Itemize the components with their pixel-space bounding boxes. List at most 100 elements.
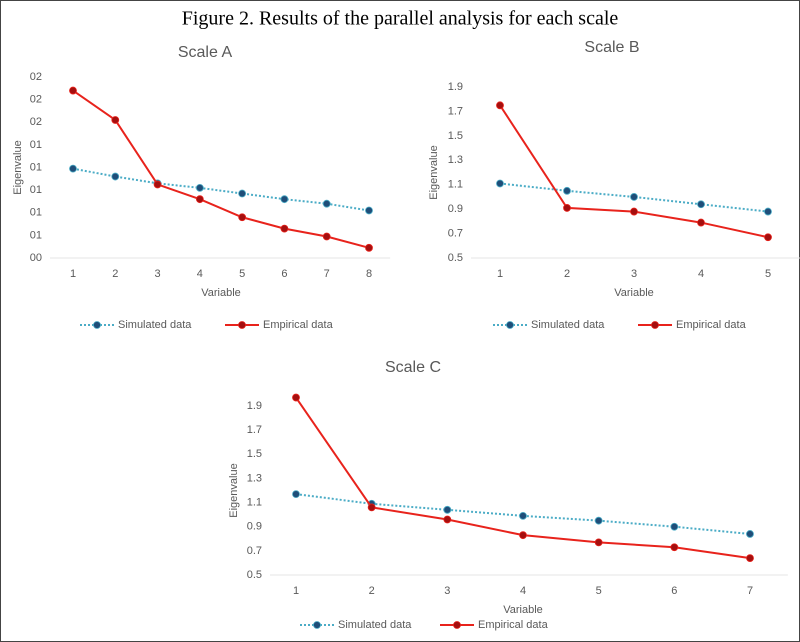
y-tick-label: 01	[30, 161, 42, 173]
data-point	[365, 206, 373, 215]
data-point	[496, 179, 504, 188]
data-point	[496, 101, 504, 110]
data-point	[238, 189, 247, 198]
x-tick-label: 7	[324, 268, 330, 280]
x-tick-label: 3	[631, 268, 637, 280]
legend-marker	[506, 321, 514, 329]
legend-marker	[651, 321, 659, 329]
legend-marker	[453, 621, 461, 629]
series-line	[72, 167, 370, 212]
data-point	[322, 199, 331, 208]
x-tick-label: 5	[765, 268, 771, 280]
x-tick-label: 5	[596, 585, 602, 597]
x-tick-label: 3	[444, 585, 450, 597]
legend-marker	[93, 321, 101, 329]
data-point	[697, 218, 705, 227]
data-point	[594, 516, 603, 525]
data-point	[195, 195, 204, 204]
y-tick-label: 1.5	[247, 448, 262, 460]
y-tick-label: 0.9	[448, 203, 463, 215]
x-axis-label: Variable	[614, 287, 654, 299]
y-tick-label: 01	[30, 207, 42, 219]
x-tick-label: 2	[369, 585, 375, 597]
legend-label: Empirical data	[478, 619, 549, 631]
data-point	[111, 116, 120, 124]
data-point	[195, 183, 204, 192]
x-tick-label: 6	[281, 268, 287, 280]
data-point	[280, 224, 289, 233]
chart-title: Scale A	[178, 44, 233, 61]
y-tick-label: 0.7	[448, 227, 463, 239]
y-axis-label: Eigenvalue	[12, 140, 24, 194]
legend-label: Simulated data	[531, 319, 605, 331]
data-point	[519, 531, 527, 540]
y-tick-label: 01	[30, 184, 42, 196]
data-point	[630, 207, 638, 216]
chart-title: Scale B	[584, 39, 639, 56]
data-point	[764, 207, 772, 216]
x-tick-label: 5	[239, 268, 245, 280]
y-tick-label: 02	[30, 71, 42, 83]
y-tick-label: 1.3	[448, 154, 463, 166]
y-tick-label: 02	[30, 116, 42, 128]
data-point	[292, 393, 300, 402]
series-line	[72, 89, 370, 249]
series-line	[499, 182, 769, 213]
data-point	[746, 554, 754, 562]
y-axis-label: Eigenvalue	[228, 463, 240, 517]
x-tick-label: 2	[112, 268, 118, 280]
legend-label: Empirical data	[263, 319, 334, 331]
y-tick-label: 1.7	[448, 105, 463, 117]
y-tick-label: 1.1	[247, 496, 262, 508]
x-tick-label: 4	[197, 268, 203, 280]
x-axis-label: Variable	[503, 604, 543, 616]
legend-label: Simulated data	[118, 319, 192, 331]
y-tick-label: 02	[30, 94, 42, 106]
y-tick-label: 1.9	[448, 81, 463, 93]
chart-title: Scale C	[385, 359, 441, 376]
x-tick-label: 2	[564, 268, 570, 280]
data-point	[670, 522, 679, 531]
data-point	[367, 503, 376, 512]
data-point	[697, 200, 705, 209]
data-point	[69, 164, 77, 173]
y-tick-label: 0.5	[448, 252, 463, 264]
x-tick-label: 4	[520, 585, 526, 597]
x-tick-label: 7	[747, 585, 753, 597]
x-axis-label: Variable	[201, 287, 241, 299]
data-point	[443, 505, 452, 514]
y-axis-label: Eigenvalue	[428, 145, 440, 199]
data-point	[563, 204, 571, 212]
data-point	[69, 86, 77, 95]
y-tick-label: 1.3	[247, 472, 262, 484]
data-point	[443, 515, 452, 524]
x-tick-label: 3	[155, 268, 161, 280]
y-tick-label: 1.7	[247, 424, 262, 436]
data-point	[764, 233, 772, 242]
y-tick-label: 1.1	[448, 179, 463, 191]
y-tick-label: 01	[30, 229, 42, 241]
data-point	[153, 180, 162, 189]
data-point	[238, 213, 247, 222]
data-point	[292, 490, 300, 499]
data-point	[365, 243, 373, 252]
data-point	[280, 195, 289, 204]
x-tick-label: 8	[366, 268, 372, 280]
y-tick-label: 0.7	[247, 545, 262, 557]
x-tick-label: 6	[671, 585, 677, 597]
data-point	[111, 172, 120, 181]
legend-label: Empirical data	[676, 319, 747, 331]
y-tick-label: 0.9	[247, 521, 262, 533]
x-tick-label: 1	[497, 268, 503, 280]
y-tick-label: 1.9	[247, 400, 262, 412]
x-tick-label: 4	[698, 268, 704, 280]
data-point	[322, 232, 331, 241]
legend-marker	[238, 321, 246, 329]
y-tick-label: 1.5	[448, 130, 463, 142]
y-tick-label: 01	[30, 139, 42, 151]
legend-label: Simulated data	[338, 619, 412, 631]
data-point	[630, 193, 638, 201]
data-point	[563, 186, 571, 195]
